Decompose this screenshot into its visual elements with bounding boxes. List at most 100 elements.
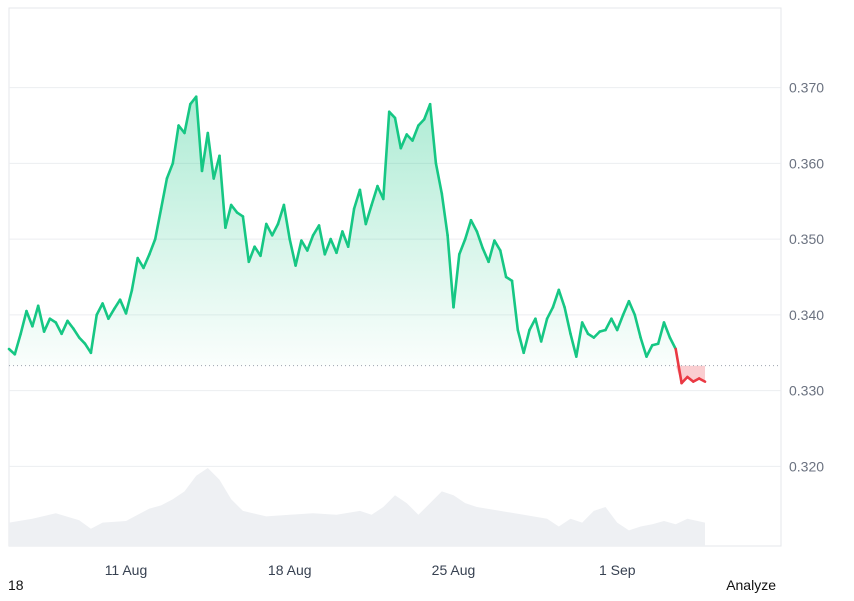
price-line-segment xyxy=(662,321,672,339)
price-line-segment xyxy=(31,304,40,328)
price-line-segment xyxy=(569,332,578,358)
price-line-segment xyxy=(645,343,654,358)
x-tick-label: 1 Sep xyxy=(599,562,636,578)
price-line-segment xyxy=(417,118,426,127)
y-tick-label: 0.330 xyxy=(789,383,824,399)
price-line-segment xyxy=(54,321,63,336)
price-line-segment xyxy=(305,234,315,252)
price-line-segment xyxy=(276,203,286,226)
price-line-segment xyxy=(621,299,631,317)
price-line-segment xyxy=(411,124,420,142)
price-line-segment xyxy=(680,375,689,385)
price-line-segment xyxy=(247,245,256,264)
price-line-segment xyxy=(171,124,180,165)
analyze-link[interactable]: Analyze xyxy=(726,577,776,593)
price-line-segment xyxy=(615,313,625,332)
price-line-segment xyxy=(358,188,368,226)
y-tick-label: 0.370 xyxy=(789,80,824,96)
price-line-segment xyxy=(440,192,449,237)
price-line-segment xyxy=(510,279,520,332)
price-line xyxy=(7,95,707,385)
price-line-segment xyxy=(224,203,233,229)
price-line-segment xyxy=(107,307,116,321)
price-line-segment xyxy=(130,256,139,292)
price-line-segment xyxy=(428,102,438,165)
price-line-segment xyxy=(118,298,128,315)
price-line-segment xyxy=(381,110,391,201)
price-line-segment xyxy=(528,317,537,332)
price-line-segment xyxy=(300,239,309,252)
volume-shape xyxy=(9,468,705,546)
price-line-segment xyxy=(399,133,409,150)
price-line-segment xyxy=(206,131,215,180)
price-line-segment xyxy=(282,203,292,241)
price-line-segment xyxy=(270,222,280,237)
price-line-segment xyxy=(42,317,52,333)
price-line-segment xyxy=(153,207,163,241)
price-line-segment xyxy=(580,321,590,336)
price-line-segment xyxy=(463,218,473,241)
price-line-segment xyxy=(95,302,104,317)
price-line-segment xyxy=(370,184,379,207)
price-line-segment xyxy=(487,239,496,264)
price-line-segment xyxy=(113,298,122,311)
price-line-segment xyxy=(481,246,490,264)
y-tick-label: 0.320 xyxy=(789,458,824,474)
x-tick-label: 11 Aug xyxy=(105,562,148,578)
price-line-segment xyxy=(469,218,479,233)
footer-left-text: 18 xyxy=(8,577,24,593)
price-line-segment xyxy=(475,230,485,250)
price-line-segment xyxy=(200,131,210,173)
price-line-segment xyxy=(335,230,344,255)
y-axis-labels: 0.370 0.360 0.350 0.340 0.330 0.320 xyxy=(789,80,824,475)
price-line-segment xyxy=(259,222,268,258)
price-line-segment xyxy=(551,288,561,309)
price-line-segment xyxy=(457,237,467,256)
price-line-segment xyxy=(633,313,642,339)
price-line-segment xyxy=(136,256,145,270)
price-line-segment xyxy=(604,317,613,332)
price-line-segment xyxy=(36,304,46,333)
price-line-segment xyxy=(627,299,637,317)
price-line-segment xyxy=(77,336,87,346)
price-line-segment xyxy=(352,188,362,211)
price-line-segment xyxy=(183,102,192,135)
x-tick-label: 25 Aug xyxy=(432,562,476,578)
price-line-segment xyxy=(656,321,666,346)
price-line-segment xyxy=(60,319,69,336)
price-line-segment xyxy=(516,328,526,355)
price-line-segment xyxy=(498,249,508,279)
price-line-segment xyxy=(452,253,461,309)
price-line-segment xyxy=(364,203,373,226)
price-line-segment xyxy=(66,319,75,330)
price-line-segment xyxy=(610,317,619,332)
price-line-segment xyxy=(341,230,350,248)
x-tick-label: 18 Aug xyxy=(268,562,312,578)
price-line-segment xyxy=(229,203,239,214)
y-tick-label: 0.360 xyxy=(789,155,824,171)
price-line-segment xyxy=(288,237,297,267)
price-line-segment xyxy=(329,237,338,255)
price-line-segment xyxy=(264,222,274,237)
grid-lines xyxy=(9,87,781,467)
price-line-segment xyxy=(218,154,227,229)
price-line-segment xyxy=(124,289,134,315)
price-line-segment xyxy=(317,224,327,256)
price-line-segment xyxy=(574,321,584,358)
price-line-segment xyxy=(142,253,151,270)
price-line-segment xyxy=(159,177,169,211)
price-line-segment xyxy=(639,336,648,358)
price-line-segment xyxy=(545,305,555,321)
price-line-segment xyxy=(387,110,397,120)
price-line-segment xyxy=(25,309,34,328)
price-area-fill xyxy=(9,96,705,366)
price-line-segment xyxy=(13,332,23,356)
price-line-segment xyxy=(446,234,455,309)
price-line-segment xyxy=(393,116,403,150)
x-axis-labels: 11 Aug 18 Aug 25 Aug 1 Sep xyxy=(105,562,636,578)
price-line-segment xyxy=(323,237,333,256)
price-line-segment xyxy=(493,239,502,252)
volume-area xyxy=(9,468,705,546)
price-line-segment xyxy=(563,305,572,336)
